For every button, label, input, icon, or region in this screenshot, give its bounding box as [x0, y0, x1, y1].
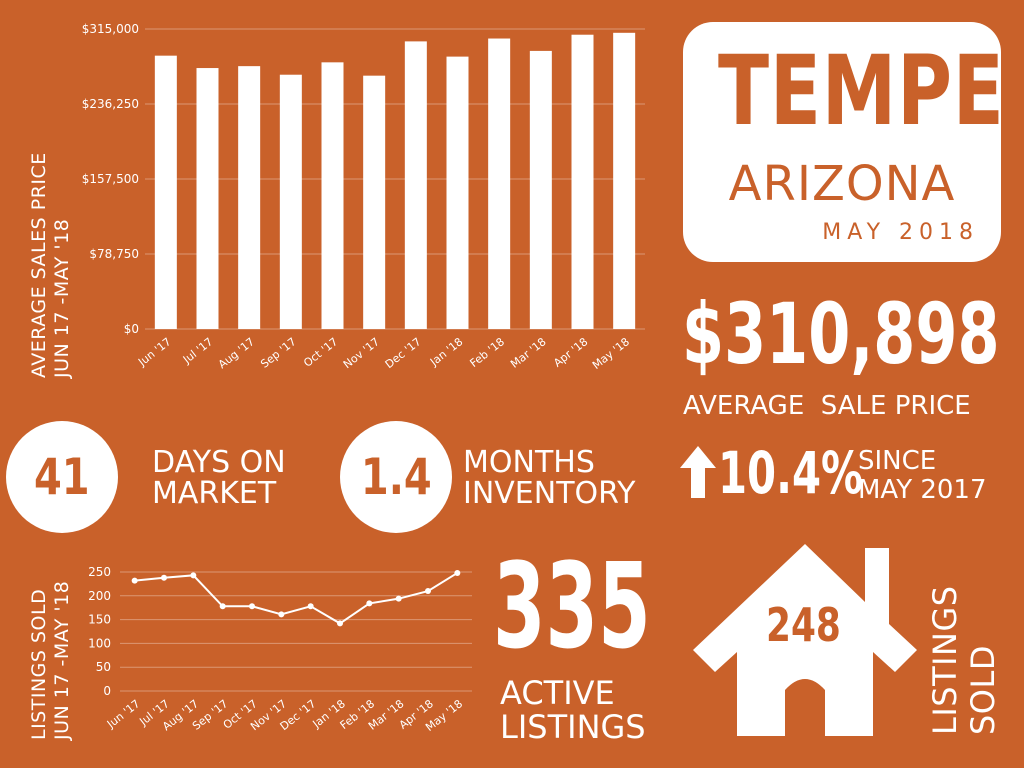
bar-chart-bar — [446, 56, 469, 329]
bar-chart-ytick-label: $236,250 — [82, 97, 139, 111]
line-chart-point — [395, 595, 402, 602]
line-chart-xtick-label: Jun '17 — [104, 697, 143, 731]
bar-chart-xtick-label: Apr '18 — [551, 335, 590, 370]
bar-chart-bar — [404, 41, 427, 329]
title-card: TEMPE ARIZONA MAY 2018 — [683, 22, 1005, 262]
bar-chart-xtick-label: Feb '18 — [467, 335, 507, 370]
bar-chart-ylabel: AVERAGE SALES PRICE JUN 17 -MAY '18 — [28, 152, 74, 378]
listings-sold-label: LISTINGS SOLD — [926, 585, 1002, 735]
line-chart-ytick-label: 200 — [88, 589, 111, 603]
line-chart-ylabel: LISTINGS SOLD JUN 17 -MAY '18 — [28, 581, 74, 740]
bar-chart-xtick-label: Jul '17 — [180, 335, 215, 367]
line-chart-point — [337, 620, 343, 627]
report-date: MAY 2018 — [822, 220, 979, 245]
line-chart-point — [131, 577, 138, 584]
days-on-market-badge: 41 — [6, 421, 118, 533]
line-chart-point — [278, 611, 285, 618]
change-label-line1: SINCE — [858, 446, 937, 476]
bar-chart-bar — [363, 75, 386, 330]
bar-chart-ytick-label: $315,000 — [82, 22, 139, 36]
average-sale-price-label: AVERAGE SALE PRICE — [683, 391, 971, 421]
line-chart-point — [307, 603, 314, 610]
months-inventory-label-line1: MONTHS — [463, 445, 595, 480]
bar-chart-xtick-label: Dec '17 — [383, 335, 424, 371]
bar-chart-ytick-label: $157,500 — [82, 172, 139, 186]
active-listings-label: ACTIVE LISTINGS — [500, 676, 646, 744]
bar-chart-bar — [529, 50, 552, 330]
active-listings-label-line1: ACTIVE — [500, 674, 615, 712]
days-on-market-label: DAYS ON MARKET — [152, 447, 286, 509]
listings-sold-label-line1: LISTINGS — [926, 585, 964, 735]
line-chart-ytick-label: 0 — [103, 684, 111, 698]
months-inventory-label-line2: INVENTORY — [463, 476, 636, 511]
bar-chart-bar — [613, 32, 636, 330]
bar-chart-ylabel-line1: AVERAGE SALES PRICE — [28, 152, 50, 378]
bar-chart-xtick-label: May '18 — [590, 335, 632, 372]
bar-chart-xtick-label: Jan '18 — [427, 335, 465, 369]
bar-chart-xtick-label: Jun '17 — [135, 335, 174, 369]
listings-sold-value: 248 — [766, 598, 841, 652]
change-label: SINCE MAY 2017 — [858, 447, 987, 505]
bar-chart-bar — [321, 62, 344, 329]
line-chart-ytick-label: 250 — [88, 565, 111, 579]
state-title: ARIZONA — [728, 156, 956, 212]
bar-chart-xtick-label: Mar '18 — [508, 335, 549, 371]
bar-chart-bar — [238, 66, 261, 329]
line-chart-point — [425, 588, 431, 595]
days-on-market-value: 41 — [34, 448, 90, 506]
average-sales-price-chart: $0 $78,750 $157,500 $236,250 $315,000 Jun '17… — [82, 22, 645, 372]
active-listings-label-line2: LISTINGS — [500, 708, 646, 746]
line-chart-point — [190, 572, 197, 579]
bar-chart-xtick-label: Sep '17 — [258, 335, 299, 371]
bar-chart-bar — [154, 55, 177, 330]
line-chart-point — [219, 603, 226, 610]
change-percent-value: 10.4% — [718, 439, 863, 507]
line-chart-series-line — [134, 572, 458, 625]
line-chart-point — [249, 603, 255, 610]
line-chart-ytick-label: 100 — [88, 636, 111, 650]
bar-chart-bar — [279, 74, 302, 329]
house-icon — [693, 544, 917, 736]
line-chart-point — [161, 574, 167, 581]
line-chart-ytick-label: 150 — [88, 613, 111, 627]
arrow-up-icon — [680, 446, 716, 498]
change-label-line2: MAY 2017 — [858, 475, 987, 505]
bar-chart-ytick-label: $0 — [124, 322, 139, 336]
months-inventory-label: MONTHS INVENTORY — [463, 447, 635, 509]
bar-chart-bar — [488, 38, 511, 330]
active-listings-value: 335 — [493, 537, 651, 675]
bar-chart-bar — [571, 34, 594, 329]
bar-chart-xtick-label: Aug '17 — [216, 335, 257, 371]
city-title: TEMPE — [717, 35, 1005, 147]
average-sale-price-value: $310,898 — [682, 285, 1000, 383]
bar-chart-xtick-label: Nov '17 — [341, 335, 382, 371]
bar-chart-xtick-label: Oct '17 — [301, 335, 340, 370]
months-inventory-value: 1.4 — [360, 448, 432, 506]
bar-chart-ytick-label: $78,750 — [89, 247, 139, 261]
line-chart-ylabel-line1: LISTINGS SOLD — [28, 588, 50, 740]
months-inventory-badge: 1.4 — [340, 421, 452, 533]
line-chart-point — [366, 600, 373, 607]
listings-sold-label-line2: SOLD — [964, 645, 1002, 735]
line-chart-ytick-label: 50 — [96, 660, 111, 674]
line-chart-point — [454, 569, 461, 576]
bar-chart-bar — [196, 68, 219, 330]
days-on-market-label-line2: MARKET — [152, 476, 277, 511]
days-on-market-label-line1: DAYS ON — [152, 445, 286, 480]
